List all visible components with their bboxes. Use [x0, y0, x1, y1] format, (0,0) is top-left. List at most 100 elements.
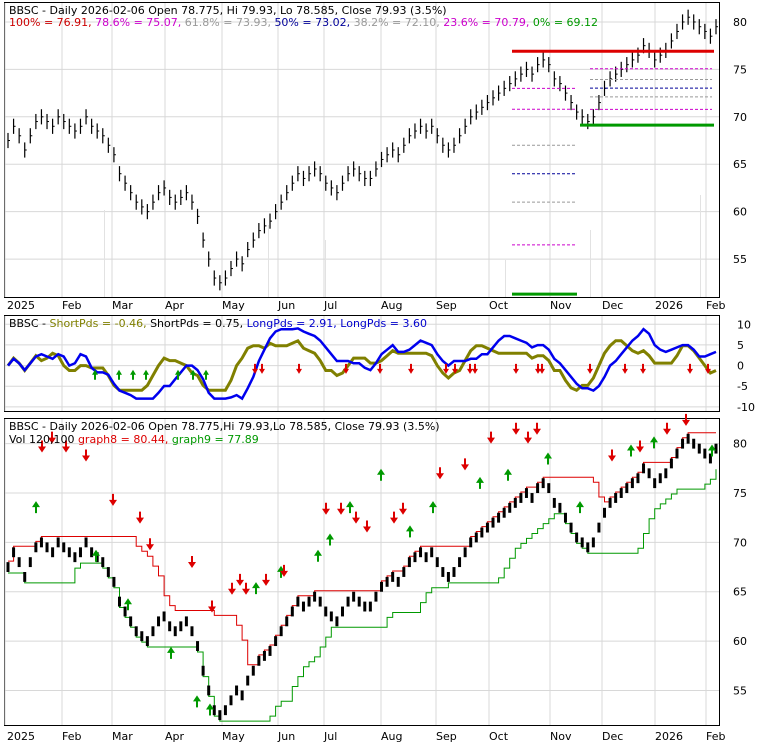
buy-arrow: [377, 468, 385, 481]
sell-arrow: [608, 449, 616, 462]
price-bar: [396, 576, 400, 587]
price-bar: [95, 552, 99, 563]
graph9-label: graph9 = 77.89: [172, 433, 259, 446]
price-bar: [591, 537, 595, 548]
price-bar: [697, 443, 701, 454]
price-bar: [703, 448, 707, 459]
x-tick-label: Dec: [602, 299, 623, 312]
price-bar: [474, 532, 478, 543]
buy-arrow: [175, 369, 181, 380]
sell-arrow: [390, 511, 398, 524]
y-tick-label: -5: [737, 380, 748, 393]
price-bar: [619, 488, 623, 498]
x-tick-label: Jun: [277, 730, 295, 743]
price-bar: [168, 621, 172, 632]
y-tick-label: 80: [733, 16, 747, 29]
sell-arrow: [512, 422, 520, 435]
price-bar: [45, 542, 49, 553]
oscillator-series-label: ShortPds = -0.46,: [50, 317, 151, 330]
price-bar: [145, 636, 149, 647]
buy-arrow: [326, 533, 334, 546]
price-bar: [380, 581, 384, 592]
sell-arrow: [242, 582, 250, 595]
buy-arrow: [92, 369, 98, 380]
oscillator-series-label: ShortPds = 0.75,: [150, 317, 247, 330]
buy-arrow: [193, 695, 201, 708]
x-tick-label: 2025: [7, 730, 35, 743]
x-tick-label: Apr: [165, 730, 185, 743]
graph8-stop-line: [8, 432, 716, 666]
price-bar: [586, 542, 590, 553]
price-bar: [669, 458, 673, 469]
sell-arrow: [587, 363, 593, 374]
price-bar: [458, 557, 462, 568]
sell-arrow: [48, 431, 56, 444]
price-bar: [340, 606, 344, 617]
sell-arrow: [636, 440, 644, 453]
sell-arrow: [705, 363, 711, 374]
price-bar: [51, 547, 55, 558]
price-bar: [491, 517, 495, 528]
price-bar: [184, 616, 188, 627]
y-tick-label: 65: [733, 586, 747, 599]
x-tick-label: May: [222, 299, 245, 312]
sell-arrow: [262, 573, 270, 586]
x-tick-label: Feb: [62, 299, 81, 312]
sell-arrow: [408, 363, 414, 374]
price-bar: [73, 552, 77, 563]
price-bar: [597, 522, 601, 533]
x-tick-label: May: [222, 730, 245, 743]
price-bar: [363, 601, 367, 612]
fib-level-label: 100% = 76.91,: [9, 16, 95, 29]
price-bar: [536, 483, 540, 494]
price-bar: [157, 616, 161, 627]
price-bar: [318, 596, 322, 607]
sell-arrow: [533, 422, 541, 435]
sell-arrow: [461, 458, 469, 471]
y-tick-label: 80: [733, 438, 747, 451]
buy-arrow: [32, 501, 40, 514]
price-bar: [12, 547, 16, 558]
buy-arrow: [627, 444, 635, 457]
sell-arrow: [640, 363, 646, 374]
y-tick-label: 70: [733, 536, 747, 549]
price-bar: [329, 611, 333, 622]
sell-arrow: [443, 363, 449, 374]
graph9-stop-line: [8, 469, 717, 722]
x-tick-label: Jun: [277, 299, 295, 312]
sell-arrow: [377, 363, 383, 374]
price-bar: [313, 591, 317, 602]
price-bar: [62, 542, 66, 553]
price-bar: [301, 601, 305, 612]
price-bar: [558, 502, 562, 513]
volume-bar: [700, 195, 701, 297]
sell-arrow: [399, 502, 407, 515]
price-bar: [463, 547, 467, 558]
buy-arrow: [190, 369, 196, 380]
price-bar: [446, 572, 450, 582]
volume-bar: [104, 210, 105, 297]
price-bar: [307, 596, 311, 607]
buy-arrow: [124, 598, 132, 611]
price-bar: [485, 522, 489, 533]
short-period-line: [6, 338, 717, 393]
price-bar: [391, 572, 395, 582]
buy-arrow: [252, 582, 260, 595]
price-bar: [240, 690, 244, 701]
price-bar: [430, 547, 434, 558]
sell-arrow: [38, 440, 46, 453]
price-bar: [357, 596, 361, 607]
price-bar: [541, 478, 545, 489]
x-tick-label: Jul: [323, 730, 337, 743]
y-tick-label: -10: [737, 401, 755, 414]
price-bar: [290, 606, 294, 617]
price-bar: [352, 591, 356, 602]
buy-arrow: [650, 436, 658, 449]
price-bar: [603, 507, 607, 518]
price-bar: [630, 478, 634, 489]
fib-level-label: 23.6% = 70.79,: [443, 16, 533, 29]
sell-arrow: [682, 413, 690, 426]
x-tick-label: Mar: [112, 299, 133, 312]
price-bar: [658, 473, 662, 484]
price-bar: [368, 601, 372, 612]
